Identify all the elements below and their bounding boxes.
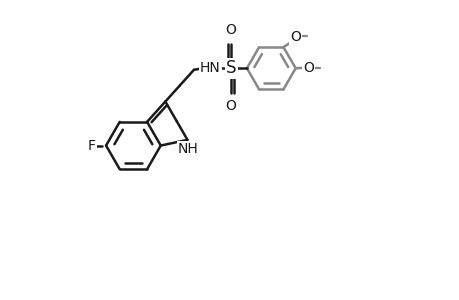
Text: NH: NH (177, 142, 198, 156)
Text: O: O (290, 30, 301, 44)
Text: S: S (225, 59, 236, 77)
Text: O: O (225, 100, 236, 113)
Text: HN: HN (200, 61, 220, 75)
Text: O: O (225, 23, 236, 37)
Text: O: O (302, 61, 313, 75)
Text: F: F (88, 139, 95, 152)
